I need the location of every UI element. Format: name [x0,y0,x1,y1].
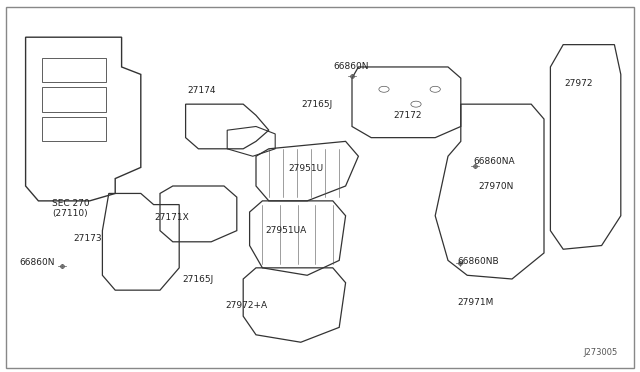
Text: 27970N: 27970N [479,182,514,190]
Text: 27951UA: 27951UA [266,226,307,235]
Text: 27165J: 27165J [183,275,214,283]
Text: 27971M: 27971M [458,298,494,307]
Text: 66860NA: 66860NA [474,157,515,166]
Text: 27972: 27972 [564,79,593,88]
Text: 27171X: 27171X [154,213,189,222]
Text: 66860NB: 66860NB [458,257,499,266]
Text: SEC 270
(27110): SEC 270 (27110) [52,199,89,218]
Bar [42,58,106,82]
Bar [42,117,106,141]
Text: 27173: 27173 [74,234,102,243]
Text: 66860N: 66860N [333,62,369,71]
Text: 27172: 27172 [394,111,422,120]
Text: J273005: J273005 [583,348,618,357]
Text: 66860N: 66860N [19,258,54,267]
Text: 27174: 27174 [188,86,216,95]
Text: 27951U: 27951U [288,164,323,173]
Text: 27165J: 27165J [301,100,333,109]
Bar [42,87,106,112]
Text: 27972+A: 27972+A [225,301,268,310]
